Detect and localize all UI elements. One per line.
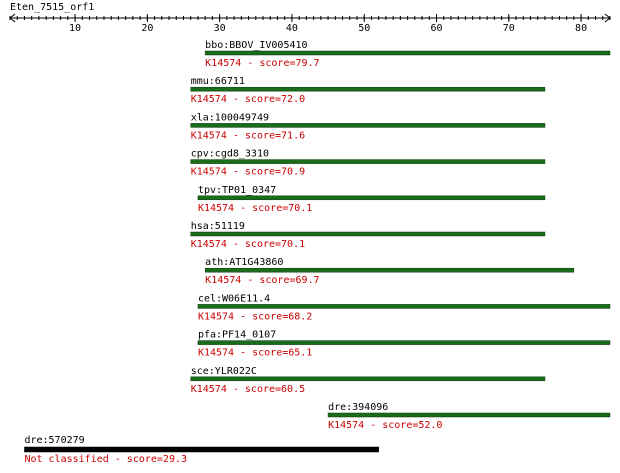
alignment-bar xyxy=(197,195,546,201)
row-name: tpv:TP01_0347 xyxy=(198,185,276,196)
alignment-bar xyxy=(327,412,611,418)
alignment-bar xyxy=(190,376,546,382)
alignment-bar xyxy=(190,86,546,92)
x-tick-label: 60 xyxy=(430,23,442,34)
row-name: mmu:66711 xyxy=(191,76,245,87)
row-name: sce:YLR022C xyxy=(191,366,257,377)
row-score: K14574 - score=68.2 xyxy=(198,311,312,322)
alignment-bar xyxy=(204,267,575,273)
alignment-bar xyxy=(24,446,379,453)
row-name: cel:W06E11.4 xyxy=(198,293,270,304)
row-score: K14574 - score=71.6 xyxy=(191,130,305,141)
row-score: K14574 - score=65.1 xyxy=(198,348,312,359)
row-score: K14574 - score=72.0 xyxy=(191,94,305,105)
title: Eten_7515_orf1 xyxy=(10,2,94,13)
alignment-bar xyxy=(190,123,546,128)
row-name: bbo:BBOV_IV005410 xyxy=(205,40,307,51)
row-name: cpv:cgd8_3310 xyxy=(191,149,269,160)
row-score: K14574 - score=70.1 xyxy=(198,203,312,214)
alignment-bar xyxy=(190,231,546,237)
row-name: dre:570279 xyxy=(24,435,84,446)
row-name: xla:100049749 xyxy=(191,112,269,123)
row-score: K14574 - score=60.5 xyxy=(191,384,305,395)
x-tick-label: 50 xyxy=(358,23,370,34)
alignment-bar xyxy=(204,50,611,56)
x-tick-label: 80 xyxy=(575,23,587,34)
alignment-bar xyxy=(197,340,611,345)
x-tick-label: 30 xyxy=(214,23,226,34)
x-tick-label: 40 xyxy=(286,23,298,34)
x-tick-label: 10 xyxy=(69,23,81,34)
row-score: K14574 - score=70.9 xyxy=(191,167,305,178)
row-name: hsa:51119 xyxy=(191,221,245,232)
row-name: ath:AT1G43860 xyxy=(205,257,283,268)
row-score: K14574 - score=69.7 xyxy=(205,275,319,286)
row-name: pfa:PF14_0107 xyxy=(198,330,276,341)
alignment-bar xyxy=(190,159,546,164)
row-score: K14574 - score=70.1 xyxy=(191,239,305,250)
row-score: Not classified - score=29.3 xyxy=(24,454,187,465)
alignment-bar xyxy=(197,304,611,309)
row-name: dre:394096 xyxy=(328,402,388,413)
x-tick-label: 20 xyxy=(141,23,153,34)
row-score: K14574 - score=52.0 xyxy=(328,420,442,431)
x-tick-label: 70 xyxy=(503,23,515,34)
row-score: K14574 - score=79.7 xyxy=(205,58,319,69)
